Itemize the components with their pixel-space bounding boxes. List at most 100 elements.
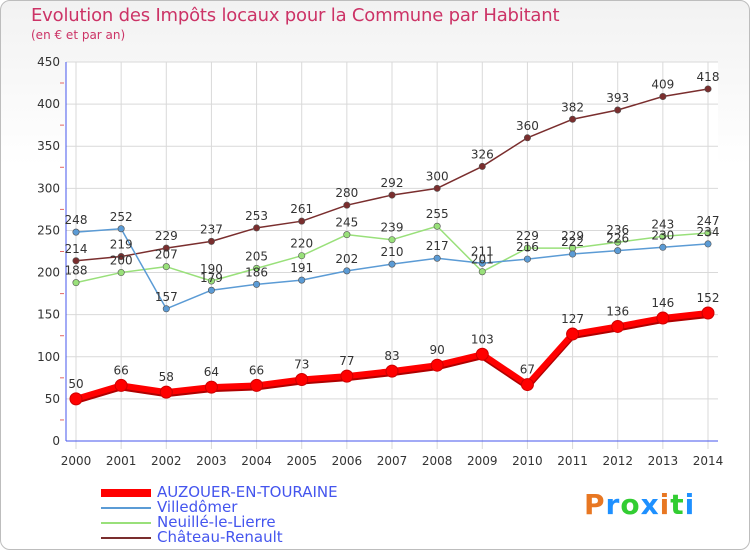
data-label: 127 <box>561 312 584 326</box>
data-label: 300 <box>426 169 449 183</box>
data-label: 157 <box>155 290 178 304</box>
data-point <box>659 232 667 240</box>
data-point <box>69 392 83 406</box>
data-point <box>340 369 354 383</box>
data-point <box>72 279 80 287</box>
logo-letter: t <box>670 488 685 521</box>
data-point <box>72 228 80 236</box>
data-label: 202 <box>335 252 358 266</box>
data-point <box>704 229 712 237</box>
data-point <box>295 373 309 387</box>
data-label: 253 <box>245 209 268 223</box>
data-point <box>385 364 399 378</box>
data-label: 186 <box>245 265 268 279</box>
data-label: 219 <box>110 238 133 252</box>
data-point <box>207 237 215 245</box>
x-tick-label: 2002 <box>151 454 182 468</box>
data-point <box>207 277 215 285</box>
data-label: 220 <box>290 237 313 251</box>
legend-item: Château-Renault <box>101 530 338 545</box>
data-label: 205 <box>245 249 268 263</box>
data-point <box>433 222 441 230</box>
data-point <box>659 93 667 101</box>
data-point <box>117 269 125 277</box>
data-label: 136 <box>606 304 629 318</box>
data-label: 103 <box>471 332 494 346</box>
data-label: 237 <box>200 222 223 236</box>
data-label: 248 <box>65 213 88 227</box>
data-label: 207 <box>155 248 178 262</box>
data-point <box>298 217 306 225</box>
data-label: 226 <box>606 232 629 246</box>
data-label: 255 <box>426 207 449 221</box>
legend-label: Château-Renault <box>157 528 283 546</box>
data-label: 83 <box>384 349 399 363</box>
data-point <box>162 244 170 252</box>
data-label: 179 <box>200 271 223 285</box>
data-label: 214 <box>65 242 88 256</box>
x-tick-label: 2006 <box>332 454 363 468</box>
chart-title: Evolution des Impôts locaux pour la Comm… <box>31 5 560 26</box>
data-point <box>253 224 261 232</box>
data-label: 190 <box>200 262 223 276</box>
logo-letter: r <box>605 488 621 521</box>
data-label: 216 <box>516 240 539 254</box>
legend-swatch <box>101 521 151 524</box>
data-point <box>298 276 306 284</box>
logo-letter: i <box>684 488 696 521</box>
data-point <box>162 305 170 313</box>
x-tick-label: 2000 <box>61 454 92 468</box>
y-tick-label: 150 <box>37 308 60 322</box>
data-point <box>611 319 625 333</box>
data-point <box>614 247 622 255</box>
x-tick-label: 2004 <box>241 454 272 468</box>
data-point <box>114 378 128 392</box>
data-label: 243 <box>651 217 674 231</box>
data-point <box>569 115 577 123</box>
data-point <box>478 268 486 276</box>
data-point <box>523 244 531 252</box>
data-point <box>253 280 261 288</box>
data-point <box>253 264 261 272</box>
data-label: 90 <box>430 343 445 357</box>
data-label: 201 <box>471 253 494 267</box>
data-point <box>523 134 531 142</box>
data-label: 200 <box>110 254 133 268</box>
data-point <box>704 85 712 93</box>
data-point <box>478 162 486 170</box>
x-tick-label: 2007 <box>377 454 408 468</box>
data-point <box>433 254 441 262</box>
x-tick-label: 2008 <box>422 454 453 468</box>
data-label: 229 <box>561 229 584 243</box>
data-label: 393 <box>606 91 629 105</box>
y-tick-label: 400 <box>37 97 60 111</box>
data-label: 409 <box>651 78 674 92</box>
legend-item: Neuillé-le-Lierre <box>101 515 338 530</box>
data-point <box>343 201 351 209</box>
data-point <box>701 306 715 320</box>
data-label: 292 <box>381 176 404 190</box>
data-label: 210 <box>381 245 404 259</box>
y-tick-label: 50 <box>45 392 60 406</box>
data-label: 67 <box>520 363 535 377</box>
y-tick-label: 450 <box>37 55 60 69</box>
y-tick-label: 250 <box>37 223 60 237</box>
data-point <box>430 358 444 372</box>
data-point <box>520 378 534 392</box>
data-label: 58 <box>159 370 174 384</box>
logo-letter: o <box>620 488 641 521</box>
data-label: 191 <box>290 261 313 275</box>
legend-swatch <box>101 536 151 539</box>
x-tick-label: 2012 <box>602 454 633 468</box>
data-point <box>656 311 670 325</box>
data-label: 146 <box>651 296 674 310</box>
data-label: 418 <box>697 70 720 84</box>
x-tick-label: 2014 <box>693 454 724 468</box>
data-point <box>72 257 80 265</box>
data-point <box>569 250 577 258</box>
data-label: 326 <box>471 147 494 161</box>
data-label: 211 <box>471 244 494 258</box>
data-label: 229 <box>516 229 539 243</box>
data-label: 152 <box>697 291 720 305</box>
